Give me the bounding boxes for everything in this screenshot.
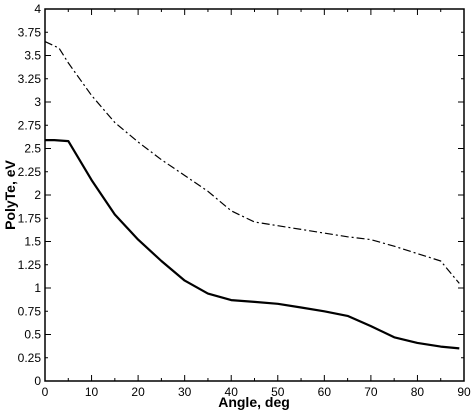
x-tick-label: 30 xyxy=(178,385,192,399)
y-tick-label: 2 xyxy=(34,188,41,202)
y-tick-label: 0.5 xyxy=(24,328,41,342)
x-tick-label: 50 xyxy=(271,385,285,399)
y-tick-label: 3.25 xyxy=(18,72,42,86)
x-tick-label: 20 xyxy=(131,385,145,399)
x-tick-label: 40 xyxy=(225,385,239,399)
y-tick-label: 1.75 xyxy=(18,211,42,225)
y-tick-label: 3 xyxy=(34,95,41,109)
y-tick-label: 1.25 xyxy=(18,258,42,272)
y-tick-label: 0.25 xyxy=(18,351,42,365)
y-tick-label: 1 xyxy=(34,281,41,295)
series-line-dash-dot xyxy=(44,41,460,284)
series-line-solid xyxy=(45,139,460,350)
plot-frame xyxy=(44,8,465,382)
y-tick-label: 0.75 xyxy=(18,304,42,318)
y-tick-label: 2.5 xyxy=(24,142,41,156)
x-tick-label: 80 xyxy=(411,385,425,399)
y-tick-label: 2.25 xyxy=(18,165,42,179)
y-tick-label: 4 xyxy=(34,2,41,16)
x-tick-label: 10 xyxy=(85,385,99,399)
y-tick-label: 3.75 xyxy=(18,25,42,39)
x-tick-label: 70 xyxy=(364,385,378,399)
y-axis-ticks: 0 0.25 0.5 0.75 1 1.25 1.5 1.75 2 2.25 2.5 2.75 3 3.2… xyxy=(18,2,464,388)
x-tick-label: 90 xyxy=(457,385,471,399)
x-axis-ticks: 0 10 20 30 40 50 60 70 80 90 xyxy=(42,9,471,399)
x-tick-label: 60 xyxy=(318,385,332,399)
x-tick-label: 0 xyxy=(42,385,49,399)
y-tick-label: 3.5 xyxy=(24,49,41,63)
y-tick-label: 1.5 xyxy=(24,235,41,249)
y-axis-title: PolyTe, eV xyxy=(2,159,18,229)
series-group xyxy=(44,41,460,350)
y-tick-label: 2.75 xyxy=(18,118,42,132)
y-tick-label: 0 xyxy=(34,374,41,388)
x-axis-title: Angle, deg xyxy=(218,394,290,410)
